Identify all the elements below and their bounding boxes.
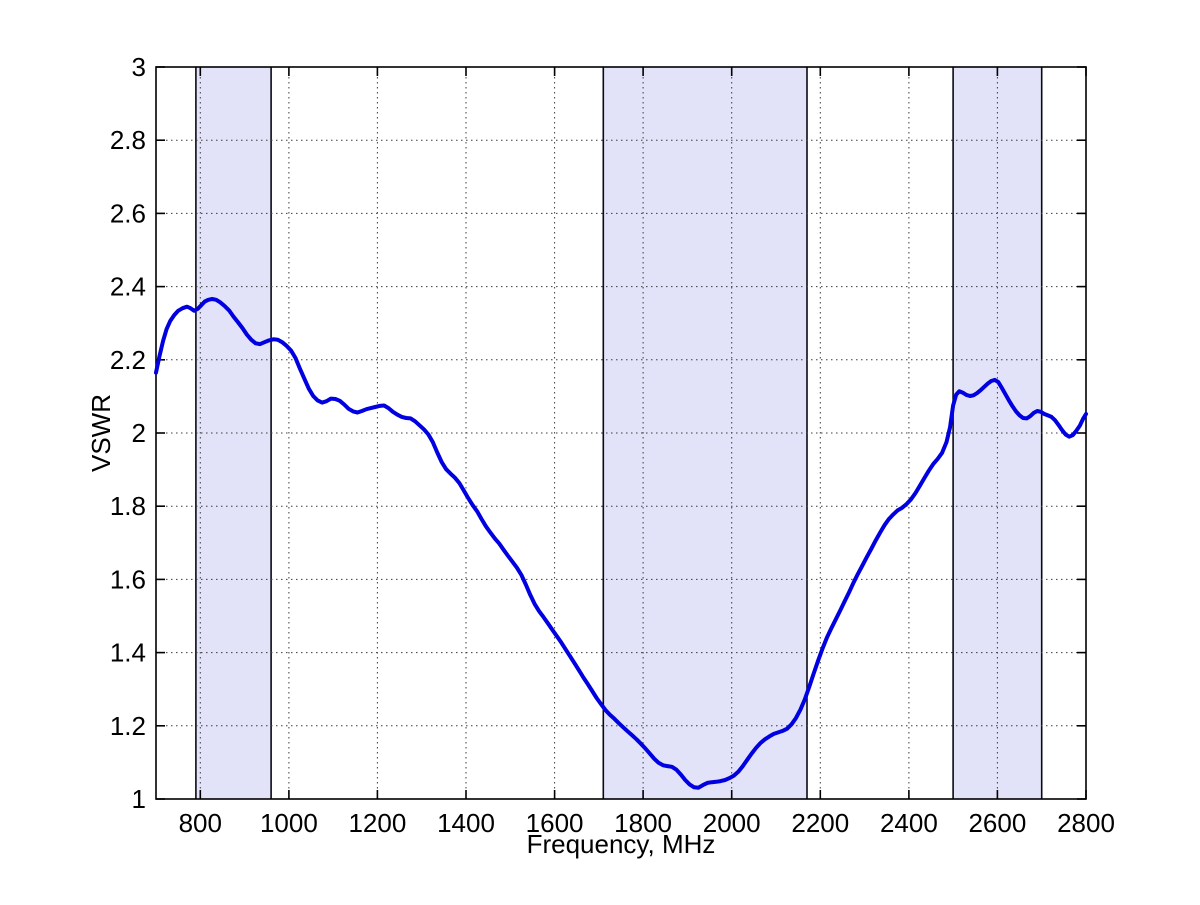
y-tick-label: 1.8 [110, 491, 146, 521]
y-axis-label: VSWR [86, 394, 116, 472]
y-tick-label: 1.2 [110, 711, 146, 741]
x-tick-label: 1200 [348, 808, 406, 838]
axes-layer [155, 66, 1087, 800]
y-tick-label: 2.4 [110, 272, 146, 302]
y-tick-label: 2.2 [110, 345, 146, 375]
x-tick-label: 2200 [791, 808, 849, 838]
y-tick-label: 1.4 [110, 638, 146, 668]
frequency-bands-layer [195, 67, 1043, 799]
x-tick-label: 2400 [880, 808, 938, 838]
y-tick-label: 1 [132, 784, 146, 814]
x-tick-label: 1400 [437, 808, 495, 838]
y-tick-label: 2 [132, 418, 146, 448]
x-tick-label: 2000 [703, 808, 761, 838]
y-tick-label: 2.8 [110, 125, 146, 155]
x-tick-label: 800 [179, 808, 222, 838]
x-axis-label: Frequency, MHz [527, 829, 716, 859]
y-tick-label: 2.6 [110, 198, 146, 228]
frequency-band [195, 67, 272, 799]
x-tick-label: 2800 [1057, 808, 1115, 838]
tick-labels-layer: 800 1000 1200 1400 1600 1800 2000 2200 2400 2600 2… [110, 52, 1115, 838]
x-tick-label: 1800 [614, 808, 672, 838]
x-tick-label: 1600 [526, 808, 584, 838]
series-layer [154, 297, 1088, 790]
x-tick-label: 1000 [260, 808, 318, 838]
y-tick-label: 3 [132, 52, 146, 82]
x-tick-label: 2600 [968, 808, 1026, 838]
y-tick-label: 1.6 [110, 564, 146, 594]
vswr-curve [154, 297, 1088, 790]
